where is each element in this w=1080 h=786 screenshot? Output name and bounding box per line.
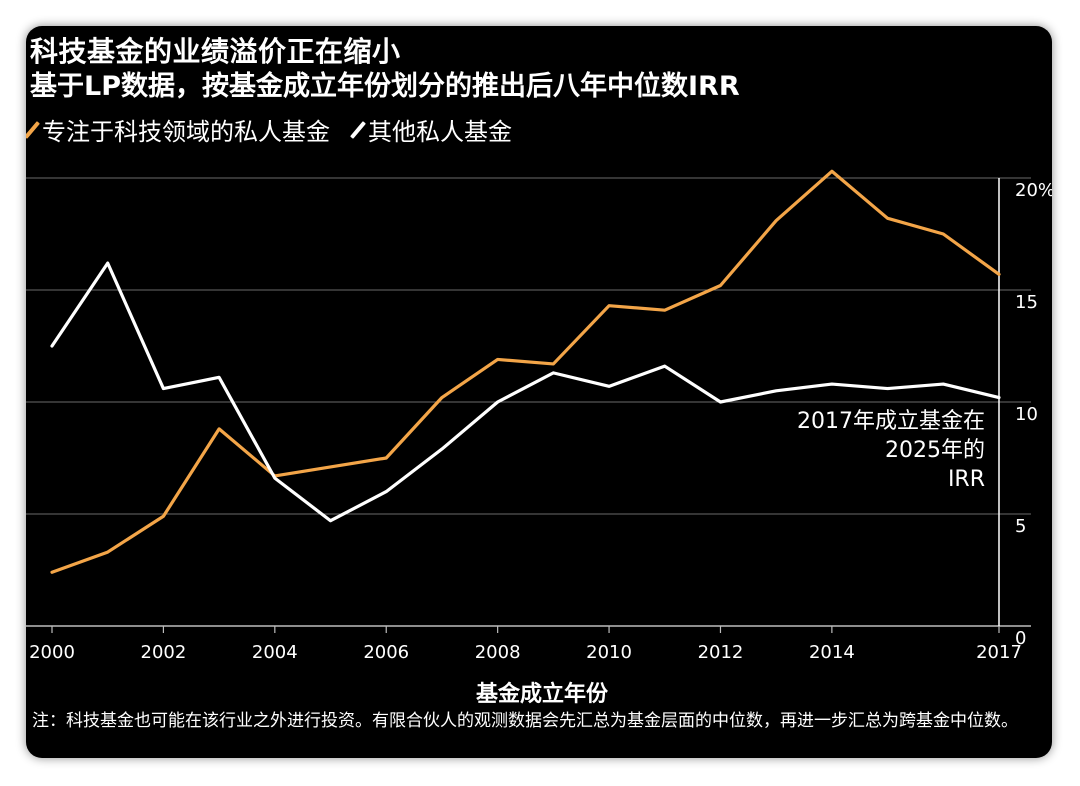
legend-item-other: 其他私人基金: [350, 112, 512, 147]
axis-layer: 0 5 10 15 20% 2000 2002 2004 2006 2008 2010 2012 201…: [29, 178, 1052, 663]
chart-title: 科技基金的业绩溢价正在缩小: [30, 35, 401, 68]
series-line-other: [50, 261, 1001, 523]
legend: 专注于科技领域的私人基金 其他私人基金: [26, 112, 512, 147]
x-tick-label-2006: 2006: [363, 642, 409, 663]
legend-label-other: 其他私人基金: [368, 118, 512, 146]
x-tick-label-2000: 2000: [29, 642, 75, 663]
series-line-tech: [50, 169, 1001, 574]
chart-subtitle: 基于LP数据，按基金成立年份划分的推出后八年中位数IRR: [30, 71, 740, 102]
x-tick-label-2012: 2012: [698, 642, 744, 663]
y-tick-label-0: 0: [1015, 628, 1026, 649]
x-tick-label-2002: 2002: [141, 642, 187, 663]
annotation-line-2: IRR: [948, 467, 985, 492]
x-tick-label-2010: 2010: [586, 642, 632, 663]
chart-card: 科技基金的业绩溢价正在缩小 基于LP数据，按基金成立年份划分的推出后八年中位数I…: [26, 26, 1052, 758]
grid-layer: [26, 177, 1031, 627]
x-axis-title: 基金成立年份: [475, 682, 608, 707]
line-chart: 0 5 10 15 20% 2000 2002 2004 2006 2008 2010 2012 201…: [26, 169, 1052, 663]
y-tick-label-15: 15: [1015, 292, 1038, 313]
footnote: 注：科技基金也可能在该行业之外进行投资。有限合伙人的观测数据会先汇总为基金层面的…: [32, 711, 1018, 731]
annotation-layer: 2017年成立基金在 2025年的 IRR: [797, 409, 985, 492]
x-tick-label-2017: 2017: [976, 642, 1022, 663]
annotation-line-1: 2025年的: [885, 438, 985, 463]
x-tick-label-2004: 2004: [252, 642, 298, 663]
x-tick-label-2014: 2014: [809, 642, 855, 663]
y-tick-label-10: 10: [1015, 404, 1038, 425]
x-tick-label-2008: 2008: [475, 642, 521, 663]
annotation-line-0: 2017年成立基金在: [797, 409, 985, 434]
legend-item-tech: 专注于科技领域的私人基金: [26, 112, 330, 147]
series-layer: [50, 169, 1001, 574]
y-tick-label-20: 20%: [1015, 180, 1052, 201]
legend-label-tech: 专注于科技领域的私人基金: [42, 118, 330, 146]
y-tick-label-5: 5: [1015, 516, 1026, 537]
